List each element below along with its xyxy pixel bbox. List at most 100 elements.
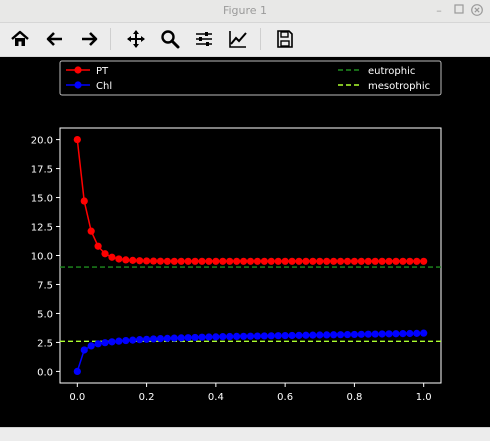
Chl-data-point bbox=[385, 330, 393, 338]
Chl-data-point bbox=[73, 367, 81, 376]
PT-data-point bbox=[115, 255, 123, 263]
Chl-data-point bbox=[288, 331, 296, 340]
Chl-data-point bbox=[274, 332, 282, 340]
PT-data-point bbox=[309, 257, 317, 265]
line-chart[interactable]: PT Chl eutrophic mesotrophic 0.0 2.5 5.0 7.5 10… bbox=[0, 57, 490, 427]
mesotrophic-legend-label: mesotrophic bbox=[368, 81, 430, 92]
PT-data-point bbox=[73, 135, 81, 144]
Chl-data-point bbox=[281, 331, 289, 340]
PT-data-point bbox=[323, 257, 331, 265]
PT-data-point bbox=[184, 257, 192, 265]
Chl-data-point bbox=[170, 334, 178, 342]
PT-data-point bbox=[413, 257, 421, 265]
Chl-data-point bbox=[177, 334, 185, 342]
PT-data-point bbox=[129, 256, 137, 264]
PT-data-point bbox=[316, 257, 324, 265]
eutrophic-legend-label: eutrophic bbox=[368, 66, 415, 77]
pan-button[interactable] bbox=[123, 26, 149, 52]
status-bar bbox=[0, 427, 490, 441]
Chl-data-point bbox=[191, 333, 199, 342]
window-title: Figure 1 bbox=[222, 4, 268, 17]
PT-data-point bbox=[385, 257, 393, 265]
back-button[interactable] bbox=[42, 26, 68, 52]
PT-data-point bbox=[233, 257, 241, 265]
Chl-data-point bbox=[295, 331, 303, 339]
PT-data-point bbox=[364, 257, 372, 265]
Chl-data-point bbox=[142, 335, 151, 343]
x-tick-label: 0.4 bbox=[208, 392, 224, 403]
figure-canvas[interactable]: PT Chl eutrophic mesotrophic 0.0 2.5 5.0 7.5 10… bbox=[0, 57, 490, 427]
PT-data-point bbox=[136, 257, 144, 265]
PT-data-point bbox=[420, 257, 428, 265]
home-button[interactable] bbox=[7, 26, 33, 52]
Chl-data-point bbox=[260, 332, 268, 340]
PT-data-point bbox=[101, 250, 109, 258]
PT-data-point bbox=[80, 197, 88, 205]
PT-data-point bbox=[253, 257, 262, 265]
configure-subplots-button[interactable] bbox=[191, 26, 217, 52]
minimize-icon[interactable]: – bbox=[436, 4, 442, 17]
PT-data-point bbox=[302, 257, 310, 265]
PT-data-point bbox=[94, 242, 102, 250]
Chl-data-point bbox=[115, 337, 123, 345]
Chl-data-point bbox=[94, 340, 102, 348]
plot-area-frame bbox=[59, 127, 442, 384]
Chl-data-point bbox=[184, 334, 192, 342]
PT-data-point bbox=[295, 257, 303, 265]
PT-legend-label: PT bbox=[96, 66, 109, 77]
x-tick-label: 0.8 bbox=[346, 392, 362, 403]
save-disk-icon bbox=[277, 30, 293, 48]
PT-data-point bbox=[163, 257, 171, 265]
PT-data-point bbox=[246, 257, 255, 265]
PT-data-point bbox=[350, 257, 359, 265]
Chl-data-point bbox=[357, 330, 365, 338]
Chl-data-point bbox=[226, 332, 234, 341]
legend: PT Chl eutrophic mesotrophic bbox=[59, 60, 442, 96]
y-tick-label: 5.0 bbox=[37, 309, 53, 320]
PT-data-point bbox=[336, 257, 345, 265]
Chl-legend-label: Chl bbox=[96, 81, 112, 92]
y-tick-label: 15.0 bbox=[31, 194, 53, 205]
edit-axis-button[interactable] bbox=[225, 26, 251, 52]
PT-data-point bbox=[343, 257, 352, 265]
Chl-data-point bbox=[378, 330, 386, 338]
Chl-data-point bbox=[198, 333, 206, 341]
Chl-data-point bbox=[420, 329, 428, 337]
y-tick-label: 7.5 bbox=[37, 280, 53, 291]
y-axis: 0.0 2.5 5.0 7.5 10.0 12.5 15.0 17.5 20.0 bbox=[31, 136, 60, 378]
Chl-data-point bbox=[239, 332, 248, 340]
PT-data-point bbox=[399, 257, 407, 265]
PT-data-point bbox=[239, 257, 248, 265]
PT-data-point bbox=[170, 257, 178, 265]
PT-data-point bbox=[281, 257, 289, 265]
Chl-data-point bbox=[371, 330, 379, 338]
PT-data-point bbox=[288, 257, 296, 265]
back-arrow-icon bbox=[46, 32, 62, 46]
save-button[interactable] bbox=[272, 26, 298, 52]
Chl-data-point bbox=[246, 332, 255, 340]
close-icon[interactable] bbox=[470, 4, 484, 18]
Chl-data-point bbox=[253, 332, 262, 340]
window-titlebar[interactable]: Figure 1 – bbox=[0, 0, 490, 23]
zoom-button[interactable] bbox=[157, 26, 183, 52]
PT-data-point bbox=[406, 257, 414, 265]
PT-data-point bbox=[198, 257, 206, 265]
maximize-icon[interactable] bbox=[452, 4, 466, 18]
PT-data-point bbox=[142, 257, 151, 265]
PT-data-point bbox=[177, 257, 185, 265]
y-tick-label: 17.5 bbox=[31, 165, 53, 176]
reference-lines bbox=[60, 266, 441, 342]
Chl-data-point bbox=[80, 346, 88, 354]
forward-arrow-icon bbox=[82, 32, 98, 46]
PT-data-point bbox=[87, 227, 95, 235]
Chl-data-point bbox=[87, 342, 95, 350]
x-tick-label: 0.6 bbox=[277, 392, 293, 403]
x-tick-label: 1.0 bbox=[416, 392, 432, 403]
Chl-data-point bbox=[343, 330, 352, 339]
x-tick-label: 0.0 bbox=[69, 392, 85, 403]
PT-data-point bbox=[392, 257, 400, 265]
Chl-data-point bbox=[413, 329, 421, 337]
line-chart-icon bbox=[229, 31, 247, 48]
Chl-data-point bbox=[309, 331, 317, 339]
forward-button[interactable] bbox=[76, 26, 102, 52]
